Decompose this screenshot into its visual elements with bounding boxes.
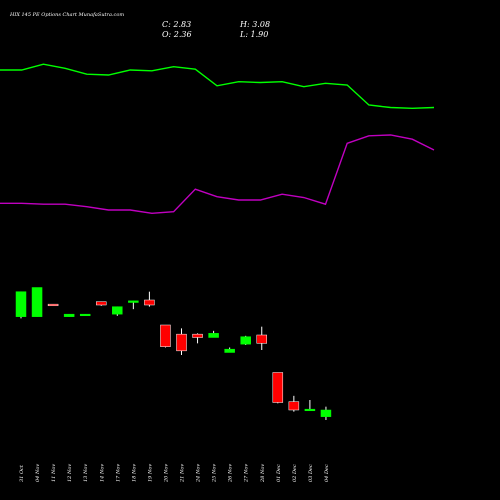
candle-body (224, 348, 235, 353)
x-tick-label: 12 Nov (67, 464, 73, 482)
x-tick-label: 27 Nov (244, 464, 250, 483)
candle-body (272, 372, 284, 403)
x-tick-label: 13 Nov (83, 464, 89, 482)
candle-body (112, 306, 123, 315)
x-tick-label: 28 Nov (260, 464, 266, 483)
x-tick-label: 21 Nov (180, 464, 186, 483)
candle-body (144, 299, 155, 306)
candle-body (79, 313, 91, 317)
candle-body (240, 336, 251, 345)
candle-body (96, 301, 107, 306)
candle-body (31, 287, 43, 317)
x-axis-labels: 31 Oct 04 Nov 11 Nov 12 Nov 13 Nov 14 Nov 17 N… (19, 464, 330, 483)
x-tick-label: 14 Nov (99, 464, 105, 482)
candle-body (47, 303, 59, 307)
x-tick-label: 18 Nov (131, 464, 137, 482)
indicator-lines (0, 63, 435, 215)
x-tick-label: 04 Nov (35, 464, 41, 482)
candle-body (176, 333, 187, 352)
chart-title: HIX 145 PE Options Chart MunafaSutra.com (9, 12, 124, 18)
candle-body (63, 313, 75, 317)
candle-body (15, 291, 27, 317)
lower-line-series (0, 134, 435, 215)
x-tick-label: 25 Nov (212, 464, 218, 483)
open-value: O: 2.36 (162, 30, 192, 39)
candle-body (208, 333, 219, 338)
candles (15, 287, 332, 420)
candle-body (192, 333, 203, 338)
close-value: C: 2.83 (162, 20, 191, 29)
x-tick-label: 01 Dec (276, 464, 282, 482)
x-tick-label: 03 Dec (308, 464, 314, 482)
candle-body (128, 300, 139, 303)
x-tick-label: 11 Nov (51, 464, 57, 482)
x-tick-label: 04 Dec (324, 464, 330, 482)
candle-body (256, 334, 267, 344)
x-tick-label: 17 Nov (115, 464, 121, 482)
upper-line-series (0, 63, 435, 110)
x-tick-label: 19 Nov (147, 464, 153, 482)
high-value: H: 3.08 (239, 20, 270, 29)
x-tick-label: 20 Nov (163, 464, 169, 483)
x-tick-label: 26 Nov (228, 464, 234, 483)
candle-body (160, 324, 171, 347)
x-tick-label: 24 Nov (196, 464, 202, 483)
x-tick-label: 02 Dec (292, 464, 298, 482)
candle-body (288, 401, 300, 411)
x-tick-label: 31 Oct (19, 464, 25, 482)
low-value: L: 1.90 (239, 30, 268, 39)
candle-body (304, 408, 316, 412)
candle-body (320, 409, 332, 417)
